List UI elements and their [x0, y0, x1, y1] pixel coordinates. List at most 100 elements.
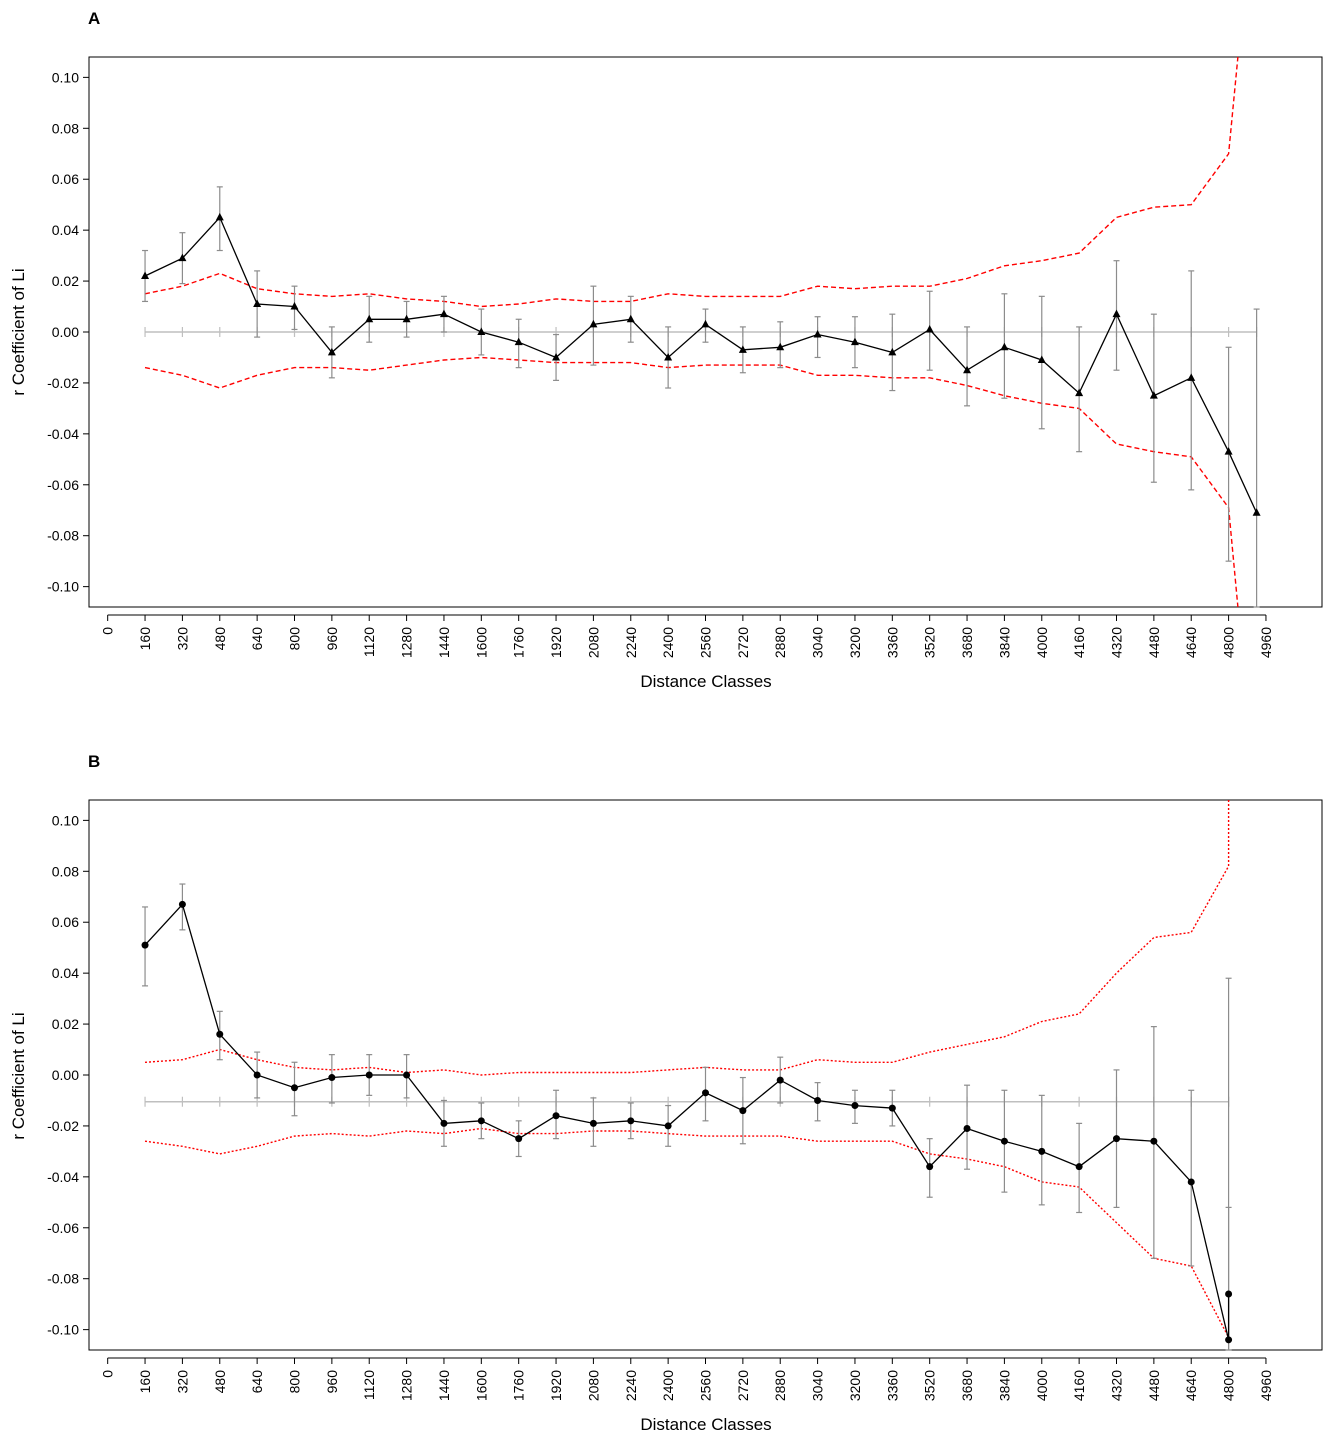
data-point: [141, 941, 149, 949]
data-point: [813, 330, 822, 338]
x-tick-label: 4640: [1183, 1370, 1199, 1401]
x-tick-label: 3200: [847, 1370, 863, 1401]
upper-ci-line: [144, 56, 1239, 308]
data-point: [926, 1163, 934, 1171]
x-tick-label: 3680: [959, 1370, 975, 1401]
data-point: [1150, 1137, 1158, 1145]
y-tick-label: 0.06: [52, 914, 79, 930]
y-axis: 0.10 0.08 0.06 0.04 0.02 0.00 -0.02 -0.04 -0.06 -…: [47, 812, 89, 1338]
data-point: [850, 337, 859, 346]
upper-ci-line: [144, 800, 1230, 1076]
y-tick-label: 0.10: [52, 69, 79, 85]
data-point: [328, 1074, 336, 1082]
x-axis-label: Distance Classes: [640, 1415, 771, 1433]
data-point: [1075, 388, 1084, 397]
y-tick-label: 0.08: [52, 120, 79, 136]
data-point: [776, 1076, 784, 1084]
x-tick-label: 0: [100, 1370, 116, 1378]
x-axis: 0 160 320 480 640 800 960 1120 1280 1440 1600 1760 1…: [100, 1357, 1274, 1401]
data-point: [216, 1030, 224, 1038]
x-tick-label: 4160: [1071, 627, 1087, 658]
x-tick-label: 2560: [698, 627, 714, 658]
data-point: [253, 1071, 261, 1079]
data-point: [515, 1135, 523, 1143]
x-tick-label: 3040: [810, 627, 826, 658]
x-tick-label: 800: [287, 1370, 303, 1394]
x-tick-label: 4960: [1258, 1370, 1274, 1401]
x-tick-label: 1760: [511, 1370, 527, 1401]
x-tick-label: 4320: [1109, 1370, 1125, 1401]
x-tick-label: 1440: [436, 627, 452, 658]
x-tick-label: 4000: [1034, 1370, 1050, 1401]
data-point: [925, 324, 934, 333]
x-tick-label: 2880: [772, 627, 788, 658]
x-tick-label: 1280: [399, 1370, 415, 1401]
data-point: [963, 365, 972, 374]
x-tick-label: 3840: [996, 1370, 1012, 1401]
data-point: [1149, 391, 1158, 399]
lower-ci-line: [144, 1127, 1230, 1338]
x-tick-label: 4480: [1146, 1370, 1162, 1401]
x-tick-label: 1120: [361, 1370, 377, 1400]
x-tick-label: 2080: [585, 627, 601, 658]
x-tick-label: 2720: [735, 627, 751, 658]
x-tick-label: 4160: [1071, 1370, 1087, 1401]
x-tick-label: 3040: [810, 1370, 826, 1401]
x-tick-label: 3520: [922, 1370, 938, 1401]
y-axis-label: r Coefficient of Li: [9, 268, 28, 395]
data-point: [215, 212, 224, 221]
data-point: [888, 1104, 896, 1112]
data-point: [589, 319, 598, 328]
x-tick-label: 4800: [1221, 1370, 1237, 1401]
y-tick-label: 0.00: [52, 324, 79, 340]
x-tick-label: 160: [137, 1370, 153, 1394]
data-point: [1252, 508, 1261, 516]
data-point: [814, 1096, 822, 1104]
x-tick-label: 2400: [660, 627, 676, 658]
data-point: [1225, 1290, 1233, 1298]
x-tick-label: 1280: [399, 627, 415, 658]
data-point: [178, 900, 186, 908]
x-tick-label: 1920: [548, 1370, 564, 1401]
data-point: [1000, 342, 1009, 351]
x-tick-label: 3520: [922, 627, 938, 658]
x-tick-label: 2400: [660, 1370, 676, 1401]
y-tick-label: -0.04: [47, 426, 79, 442]
data-point: [1037, 355, 1046, 364]
data-point: [365, 1071, 373, 1079]
data-point: [1113, 1135, 1120, 1143]
x-tick-label: 3680: [959, 627, 975, 658]
data-point: [552, 1112, 560, 1120]
x-tick-label: 1760: [511, 627, 527, 658]
y-tick-label: 0.00: [52, 1067, 79, 1083]
data-point: [178, 253, 187, 262]
plot-marks: [141, 56, 1261, 608]
data-point: [291, 1084, 298, 1092]
x-tick-label: 480: [212, 627, 228, 651]
data-point: [627, 1117, 635, 1125]
x-tick-label: 4960: [1258, 627, 1274, 658]
y-tick-label: -0.10: [47, 1322, 79, 1338]
x-tick-label: 4320: [1109, 627, 1125, 658]
x-axis: 0 160 320 480 640 800 960 1120 1280 1440 1600 1760 1…: [100, 614, 1274, 658]
x-tick-label: 2880: [772, 1370, 788, 1401]
x-tick-label: 2080: [585, 1370, 601, 1401]
data-point: [514, 337, 523, 346]
data-point: [141, 271, 150, 279]
x-tick-label: 640: [249, 1370, 265, 1394]
y-tick-label: 0.06: [52, 171, 79, 187]
data-point: [738, 345, 747, 353]
observed-line: [144, 903, 1230, 1340]
data-point: [1075, 1163, 1083, 1171]
x-tick-label: 1600: [473, 627, 489, 658]
data-point: [1038, 1147, 1046, 1155]
x-tick-label: 800: [287, 627, 303, 651]
data-point: [253, 299, 262, 307]
y-tick-label: -0.02: [47, 1118, 79, 1134]
data-point: [701, 319, 710, 328]
y-tick-label: -0.08: [47, 528, 79, 544]
data-point: [739, 1107, 747, 1115]
x-tick-label: 4640: [1183, 627, 1199, 658]
x-tick-label: 480: [212, 1370, 228, 1394]
